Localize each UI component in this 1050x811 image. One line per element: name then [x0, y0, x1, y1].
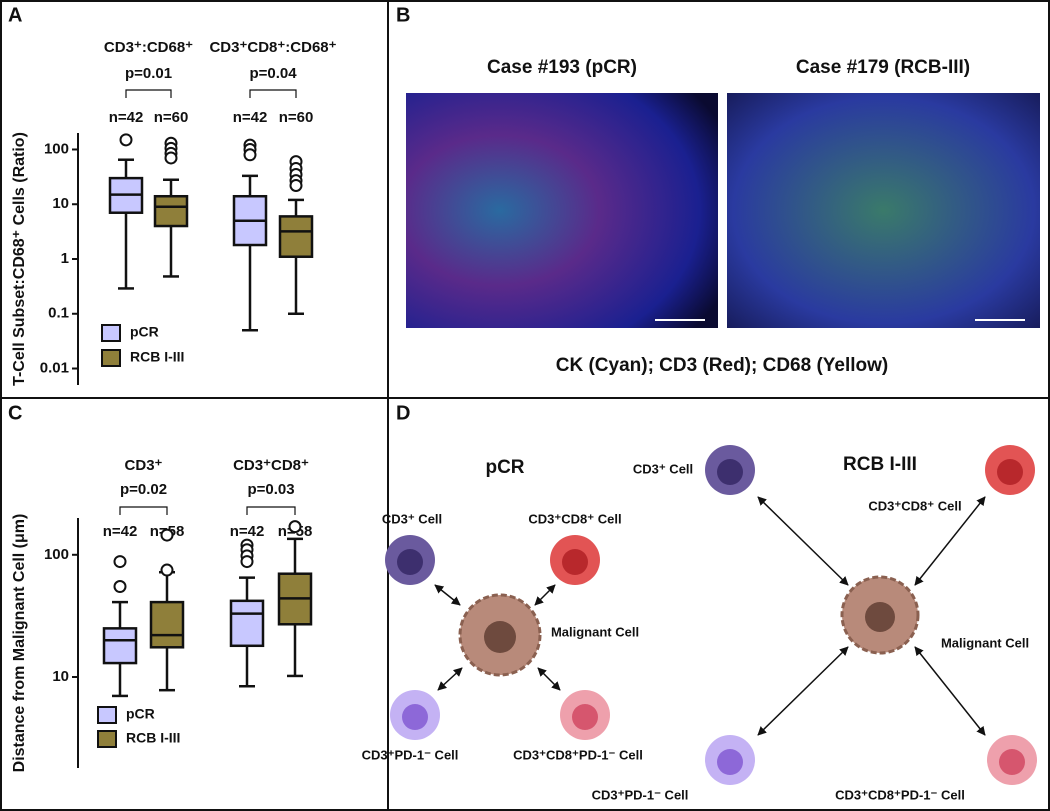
nucleus — [572, 704, 598, 730]
cell-label: CD3⁺CD8⁺ Cell — [528, 511, 621, 526]
outlier — [160, 528, 174, 542]
n-label: n=42 — [230, 523, 265, 540]
group-label: CD3⁺ — [125, 457, 163, 474]
legend-label: RCB I-III — [130, 349, 184, 365]
arrow — [537, 667, 561, 691]
panel-label: D — [396, 402, 410, 424]
legend-swatch — [101, 349, 121, 367]
y-tick-label: 10 — [52, 195, 69, 212]
p-value: p=0.02 — [120, 481, 167, 498]
nucleus — [717, 459, 743, 485]
cell-label: CD3⁺CD8⁺PD-1⁻ Cell — [513, 747, 643, 762]
outlier — [288, 520, 302, 534]
micrograph — [406, 93, 718, 328]
y-axis-label: T-Cell Subset:CD68⁺ Cells (Ratio) — [11, 132, 28, 386]
arrow — [914, 496, 986, 586]
n-label: n=60 — [279, 109, 314, 126]
y-tick-label: 0.01 — [40, 359, 69, 376]
nucleus — [402, 704, 428, 730]
micrograph — [727, 93, 1040, 328]
arrow — [757, 646, 849, 736]
legend-label: pCR — [126, 706, 155, 722]
panel-label: A — [8, 4, 22, 26]
p-value: p=0.01 — [125, 65, 172, 82]
cell-label: CD3⁺PD-1⁻ Cell — [592, 787, 689, 802]
outlier — [164, 151, 178, 165]
bracket — [249, 89, 297, 98]
n-label: n=42 — [103, 523, 138, 540]
cells — [385, 445, 1037, 785]
cell-label: CD3⁺ Cell — [382, 511, 442, 526]
y-tick-label: 0.1 — [48, 305, 69, 322]
outlier — [243, 148, 257, 162]
arrow — [534, 584, 556, 606]
nucleus — [484, 621, 516, 653]
nucleus — [865, 602, 895, 632]
p-value: p=0.03 — [247, 481, 294, 498]
y-tick-label: 1 — [61, 250, 69, 267]
legend-label: RCB I-III — [126, 730, 180, 746]
box — [153, 194, 189, 228]
panel-label: B — [396, 4, 410, 26]
group-label: CD3⁺:CD68⁺ — [104, 39, 193, 56]
arrow — [437, 667, 463, 691]
image-caption: Case #193 (pCR) — [487, 57, 637, 78]
p-value: p=0.04 — [249, 65, 297, 82]
nucleus — [397, 549, 423, 575]
outlier — [119, 133, 133, 147]
outlier — [160, 563, 174, 577]
n-label: n=60 — [154, 109, 189, 126]
nucleus — [997, 459, 1023, 485]
diagram — [434, 496, 986, 736]
group-label: CD3⁺CD8⁺ — [233, 457, 309, 474]
box — [278, 215, 314, 258]
y-axis-label: Distance from Malignant Cell (μm) — [11, 514, 28, 773]
outlier — [113, 580, 127, 594]
cell-label: CD3⁺ Cell — [633, 461, 693, 476]
bracket — [119, 506, 168, 515]
legend-swatch — [97, 706, 117, 724]
nucleus — [717, 749, 743, 775]
arrow — [914, 646, 986, 736]
cell-label: Malignant Cell — [941, 635, 1029, 650]
image-caption: Case #179 (RCB-III) — [796, 57, 970, 78]
legend-swatch — [101, 324, 121, 342]
outlier — [113, 555, 127, 569]
group-label: CD3⁺CD8⁺:CD68⁺ — [209, 39, 336, 56]
box — [102, 627, 138, 665]
legend-swatch — [97, 730, 117, 748]
outlier — [240, 555, 254, 569]
cell-label: CD3⁺PD-1⁻ Cell — [362, 747, 459, 762]
cell-label: Malignant Cell — [551, 624, 639, 639]
diagram-title: pCR — [485, 457, 524, 478]
n-label: n=42 — [233, 109, 268, 126]
y-tick-label: 100 — [44, 546, 69, 563]
nucleus — [562, 549, 588, 575]
box — [149, 600, 185, 649]
bracket — [246, 506, 296, 515]
y-tick-label: 100 — [44, 140, 69, 157]
arrow — [757, 496, 849, 586]
cell-label: CD3⁺CD8⁺ Cell — [868, 498, 961, 513]
cell-label: CD3⁺CD8⁺PD-1⁻ Cell — [835, 787, 965, 802]
y-tick-label: 10 — [52, 668, 69, 685]
bracket — [125, 89, 172, 98]
diagram-title: RCB I-III — [843, 454, 917, 475]
panel-label: C — [8, 402, 22, 424]
box — [229, 599, 265, 648]
stain-legend: CK (Cyan); CD3 (Red); CD68 (Yellow) — [556, 355, 889, 376]
legend-label: pCR — [130, 324, 159, 340]
nucleus — [999, 749, 1025, 775]
arrow — [434, 584, 461, 606]
n-label: n=42 — [109, 109, 144, 126]
outlier — [289, 178, 303, 192]
